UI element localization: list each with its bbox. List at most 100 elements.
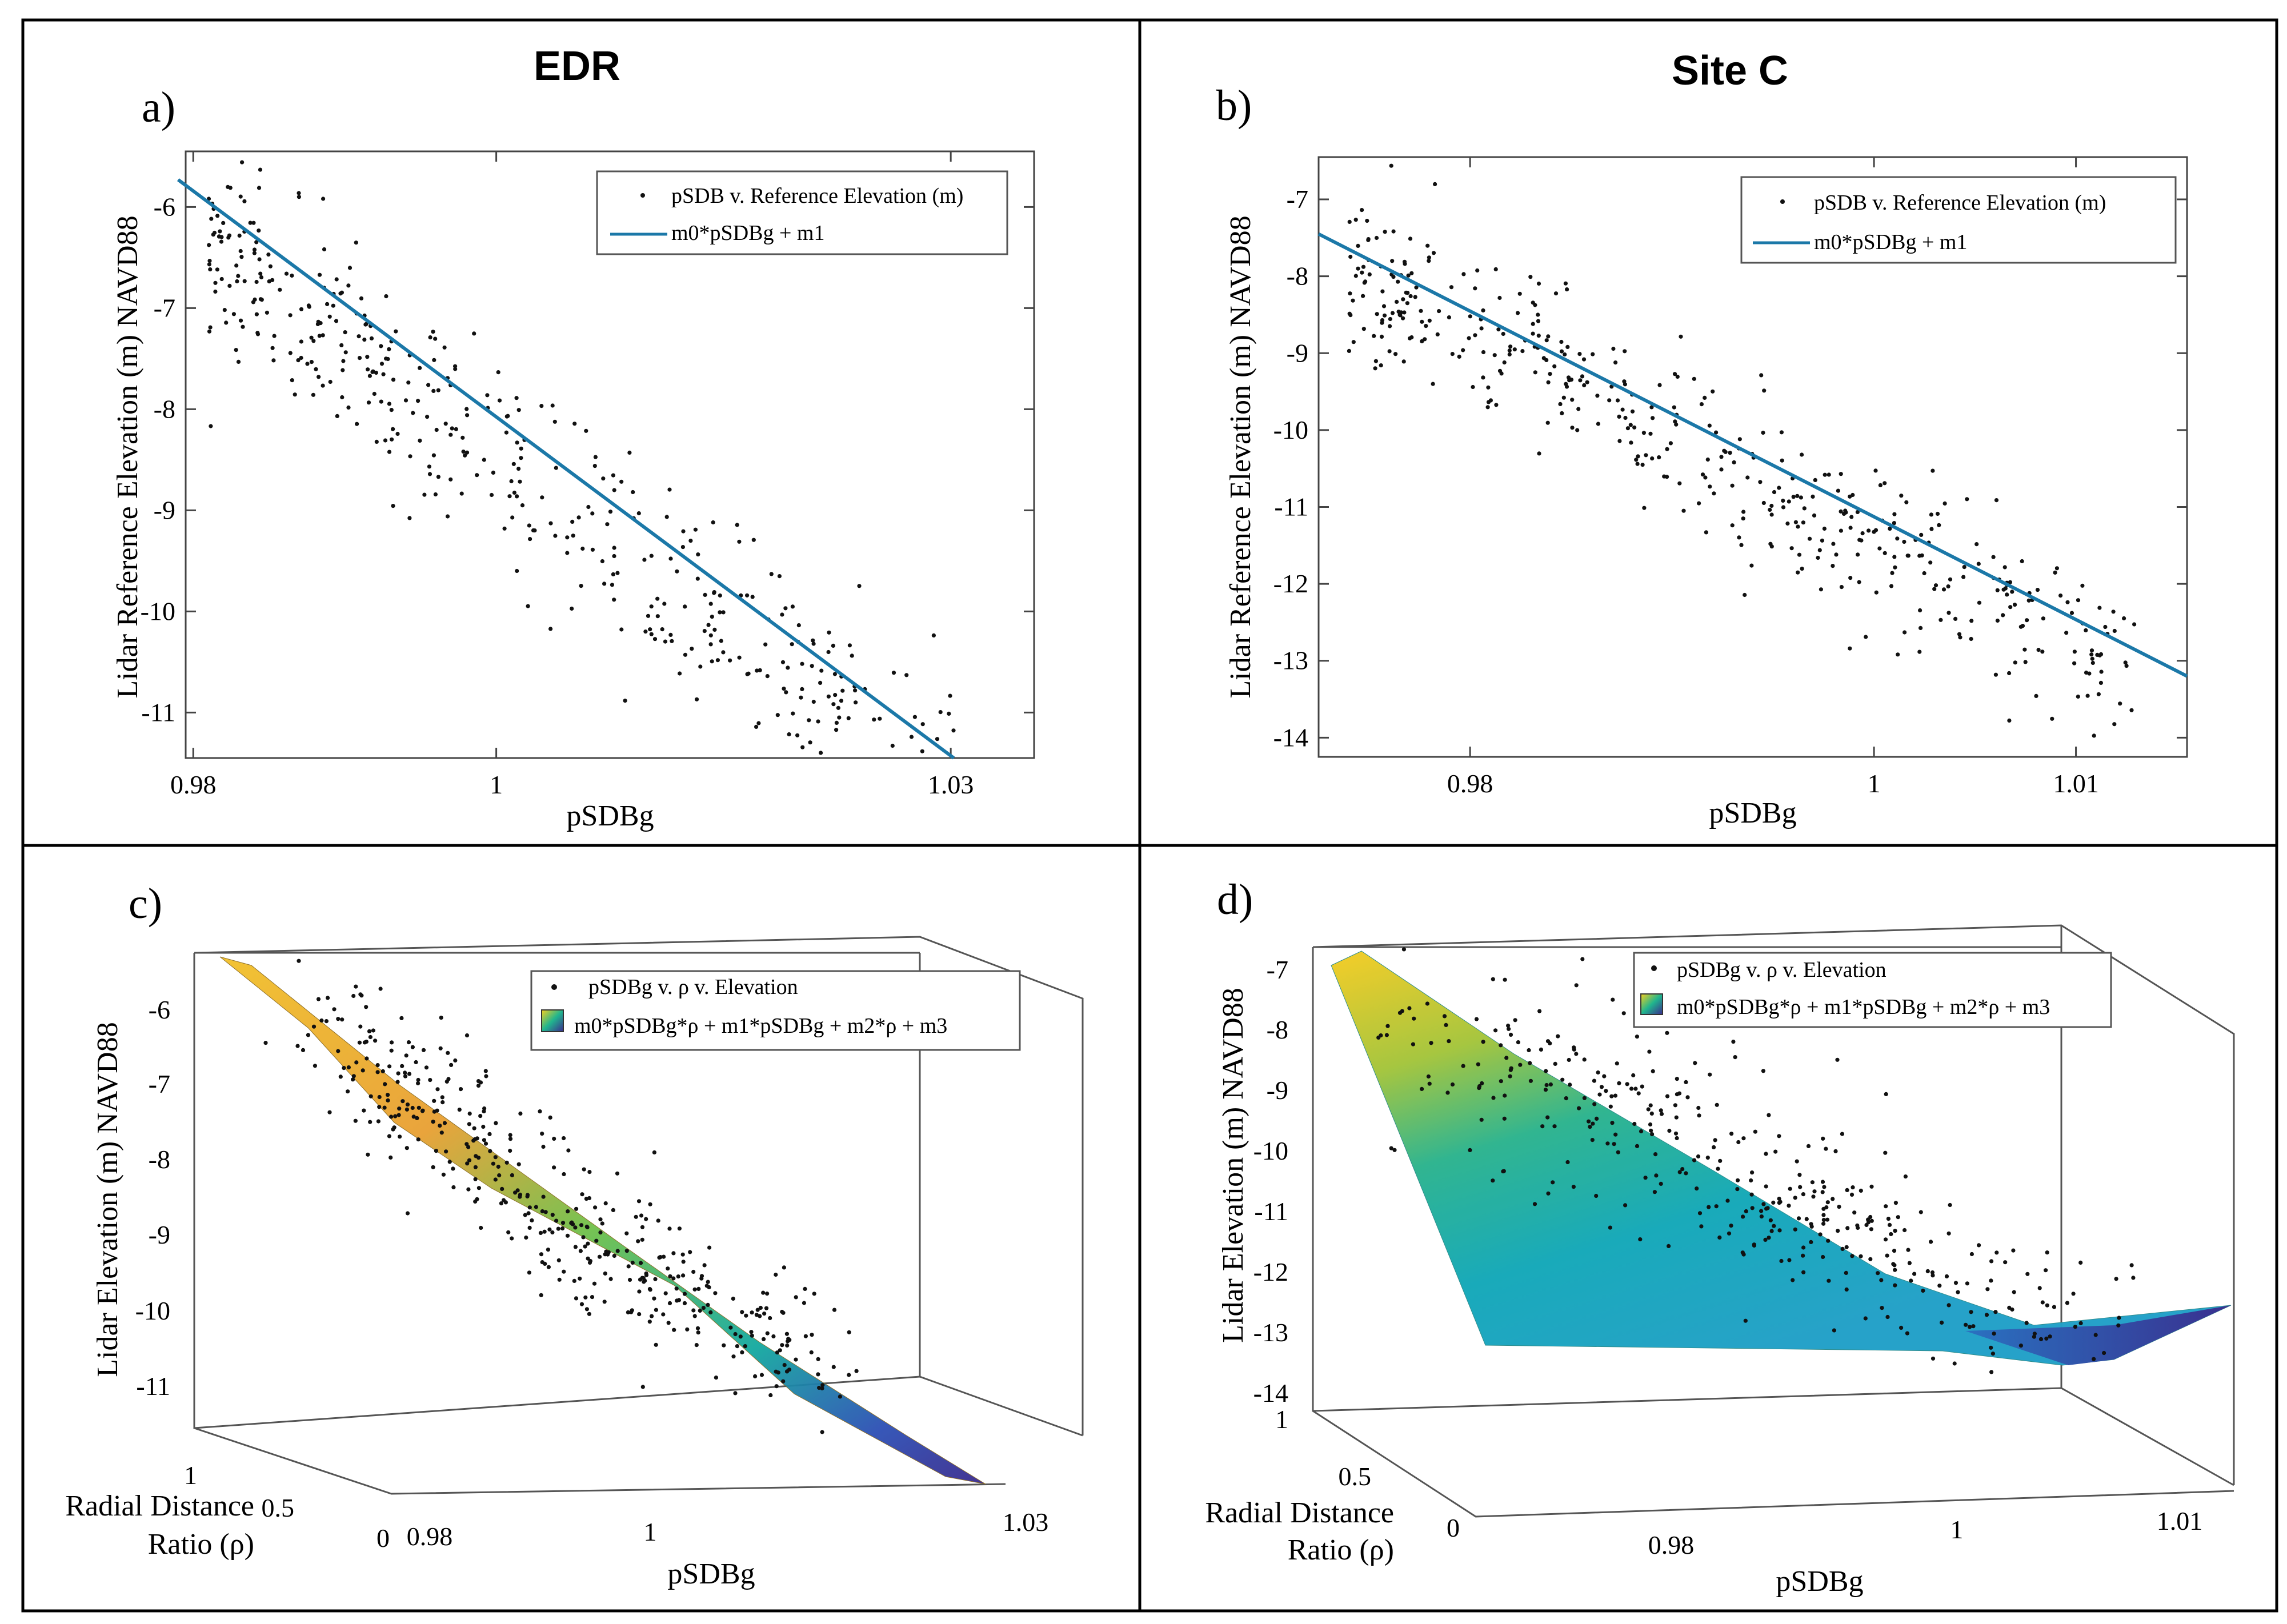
panel-c-points (263, 959, 859, 1434)
data-point (600, 1221, 604, 1226)
data-point (1699, 1224, 1704, 1229)
data-point (2098, 680, 2103, 685)
data-point (508, 1148, 512, 1153)
data-point (2072, 661, 2077, 665)
data-point (1608, 1225, 1612, 1230)
data-point (681, 1273, 686, 1278)
data-point (257, 257, 262, 262)
data-point (755, 1308, 760, 1312)
data-point (1806, 1144, 1811, 1148)
panel-c-ztick-1: -6 (149, 995, 170, 1024)
data-point (406, 1040, 411, 1045)
data-point (1401, 359, 1406, 364)
data-point (639, 1213, 644, 1218)
data-point (346, 1065, 351, 1070)
data-point (1581, 357, 1587, 362)
data-point (1855, 1223, 1860, 1228)
data-point (1653, 1152, 1658, 1157)
data-point (2058, 594, 2063, 598)
data-point (221, 220, 226, 225)
data-point (1493, 267, 1498, 271)
data-point (1657, 383, 1662, 387)
data-point (572, 422, 577, 426)
data-point (375, 1070, 380, 1074)
data-point (696, 1286, 701, 1291)
data-point (398, 1134, 402, 1139)
data-point (485, 393, 490, 398)
data-point (1485, 405, 1490, 410)
data-point (612, 488, 616, 492)
data-point (565, 535, 570, 540)
data-point (838, 1394, 842, 1399)
panel-c-xtick-2: 1 (644, 1517, 657, 1546)
data-point (358, 1024, 363, 1029)
data-point (611, 473, 615, 478)
data-point (1708, 1072, 1712, 1077)
data-point (786, 665, 790, 670)
data-point (1503, 1093, 1507, 1098)
data-point (774, 1369, 778, 1374)
data-point (612, 546, 616, 550)
data-point (1540, 1124, 1545, 1129)
data-point (478, 1080, 483, 1085)
data-point (809, 1350, 814, 1355)
data-point (342, 1066, 346, 1070)
data-point (248, 220, 253, 225)
data-point (560, 1226, 565, 1231)
data-point (648, 627, 652, 632)
panel-c-ztick-3: -8 (149, 1145, 170, 1174)
data-point (1851, 1185, 1855, 1190)
data-point (1825, 1200, 1830, 1205)
data-point (1741, 510, 1746, 514)
data-point (649, 554, 654, 558)
data-point (694, 1343, 699, 1348)
data-point (1473, 286, 1477, 291)
data-point (671, 1251, 676, 1256)
data-point (610, 583, 614, 587)
data-point (644, 1217, 648, 1221)
data-point (583, 1244, 587, 1249)
data-point (1883, 551, 1887, 555)
data-point (556, 1226, 560, 1231)
data-point (580, 1192, 584, 1197)
data-point (626, 1264, 631, 1269)
data-point (1821, 1221, 1826, 1226)
data-point (743, 1344, 747, 1349)
data-point (1932, 587, 1937, 591)
data-point (1868, 1257, 1873, 1261)
data-point (1582, 383, 1587, 388)
data-point (2003, 1260, 2008, 1265)
data-point (219, 276, 224, 282)
data-point (2065, 1301, 2069, 1305)
data-point (351, 1074, 356, 1078)
data-point (1869, 1227, 1873, 1232)
data-point (1942, 501, 1947, 506)
panel-c-box-floor (194, 1427, 1006, 1495)
data-point (1969, 1310, 1973, 1314)
data-point (1879, 1278, 1884, 1282)
panel-c: c) -6 -7 -8 -9 -10 -11 0.98 1 1.03 0 0.5… (65, 880, 1084, 1590)
data-point (2010, 1307, 2014, 1312)
data-point (1811, 494, 1815, 499)
data-point (691, 1269, 696, 1274)
data-point (1888, 527, 1892, 531)
data-point (254, 240, 259, 244)
data-point (1801, 1270, 1806, 1274)
data-point (1348, 291, 1352, 296)
data-point (524, 1235, 528, 1240)
data-point (1380, 289, 1385, 294)
data-point (666, 1321, 671, 1325)
data-point (652, 1296, 656, 1301)
data-point (1977, 1243, 1981, 1248)
data-point (386, 1098, 390, 1102)
data-point (1388, 316, 1392, 322)
ytick-label: -12 (1273, 569, 1308, 598)
data-point (208, 325, 213, 330)
data-point (816, 1372, 820, 1377)
data-point (530, 1218, 534, 1222)
panel-d-legend-marker-surface (1640, 993, 1663, 1015)
data-point (1716, 1166, 1720, 1171)
data-point (1713, 1138, 1717, 1142)
data-point (624, 1231, 629, 1236)
data-point (1735, 1187, 1740, 1192)
